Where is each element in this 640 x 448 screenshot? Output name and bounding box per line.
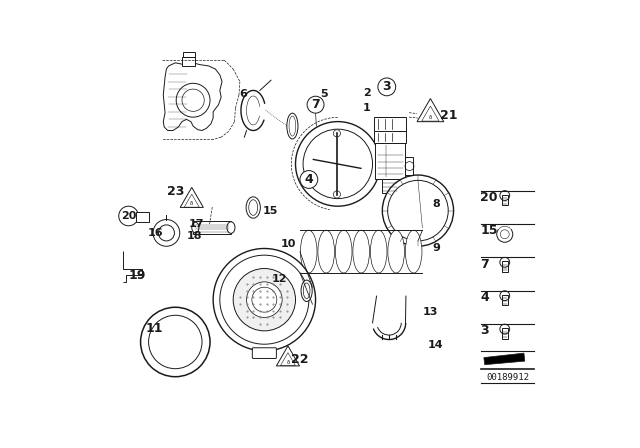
Circle shape (233, 268, 296, 331)
FancyBboxPatch shape (136, 212, 149, 222)
Ellipse shape (388, 230, 404, 273)
FancyBboxPatch shape (375, 143, 406, 180)
Circle shape (153, 220, 180, 246)
Ellipse shape (405, 230, 422, 273)
Ellipse shape (227, 222, 235, 233)
Text: ð: ð (190, 202, 193, 207)
Text: 8: 8 (432, 198, 440, 208)
Circle shape (141, 307, 210, 377)
Text: 00189912: 00189912 (486, 373, 529, 382)
Text: 13: 13 (423, 307, 438, 317)
Circle shape (300, 171, 318, 188)
FancyBboxPatch shape (183, 52, 195, 57)
Text: 14: 14 (428, 340, 444, 350)
Text: 7: 7 (480, 258, 489, 271)
FancyBboxPatch shape (382, 179, 399, 193)
Text: 18: 18 (187, 231, 202, 241)
Text: 20: 20 (121, 211, 136, 221)
Ellipse shape (246, 197, 260, 218)
FancyBboxPatch shape (406, 157, 413, 175)
Polygon shape (417, 99, 444, 122)
Text: 1: 1 (363, 103, 371, 113)
Circle shape (382, 175, 454, 246)
Text: 3: 3 (480, 324, 489, 337)
Text: 4: 4 (480, 291, 489, 304)
Circle shape (307, 96, 324, 113)
Circle shape (119, 206, 138, 226)
Text: 3: 3 (383, 80, 391, 93)
Text: 19: 19 (129, 269, 146, 282)
Text: 20: 20 (480, 191, 498, 204)
Text: 22: 22 (291, 353, 308, 366)
Text: 17: 17 (188, 219, 204, 229)
Text: 12: 12 (271, 274, 287, 284)
Text: 23: 23 (166, 185, 184, 198)
FancyBboxPatch shape (182, 57, 195, 66)
Text: 16: 16 (147, 228, 163, 238)
Polygon shape (276, 346, 300, 366)
Text: 9: 9 (433, 243, 440, 254)
FancyBboxPatch shape (374, 117, 406, 130)
Text: 6: 6 (239, 89, 247, 99)
Ellipse shape (318, 230, 335, 273)
Text: 21: 21 (440, 109, 458, 122)
Circle shape (296, 121, 380, 206)
Circle shape (246, 282, 282, 318)
Text: 7: 7 (311, 98, 320, 111)
Text: ð: ð (286, 360, 290, 365)
Ellipse shape (371, 230, 387, 273)
Text: 10: 10 (281, 239, 296, 249)
Polygon shape (484, 353, 525, 365)
Text: ð: ð (429, 115, 432, 120)
FancyBboxPatch shape (193, 221, 231, 234)
FancyBboxPatch shape (252, 348, 276, 358)
Text: 2: 2 (363, 88, 371, 98)
Ellipse shape (301, 280, 312, 302)
Text: 4: 4 (305, 173, 313, 186)
Text: 15: 15 (262, 206, 278, 215)
Text: 11: 11 (146, 322, 163, 335)
Text: 5: 5 (321, 89, 328, 99)
Ellipse shape (192, 222, 199, 233)
FancyBboxPatch shape (374, 130, 406, 143)
Circle shape (378, 78, 396, 96)
Text: 15: 15 (480, 224, 498, 237)
Ellipse shape (300, 230, 317, 273)
Ellipse shape (353, 230, 369, 273)
Ellipse shape (287, 113, 298, 139)
Circle shape (333, 191, 340, 198)
Circle shape (213, 249, 316, 351)
Circle shape (333, 130, 340, 137)
Ellipse shape (335, 230, 352, 273)
Polygon shape (180, 187, 204, 207)
